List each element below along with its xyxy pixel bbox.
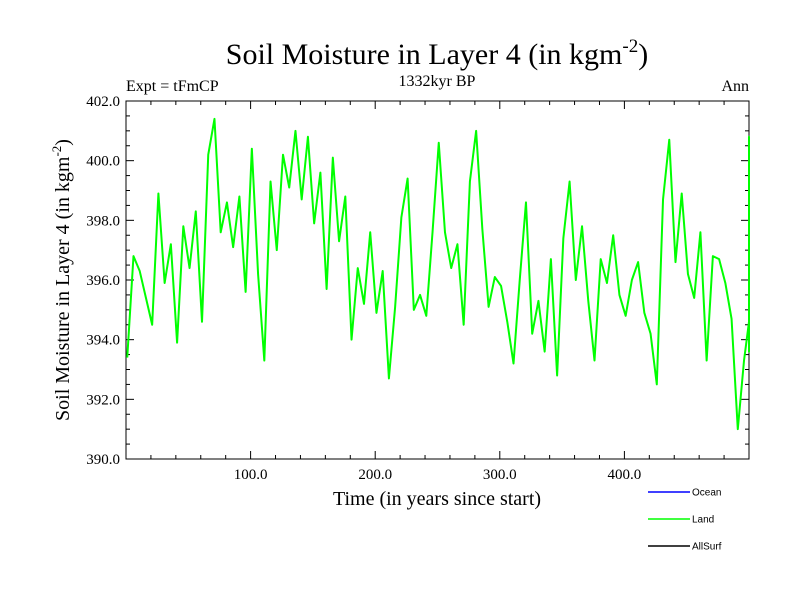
y-axis-label: Soil Moisture in Layer 4 (in kgm-2) (49, 139, 74, 421)
legend-label-ocean: Ocean (692, 488, 721, 499)
y-tick-label: 396.0 (86, 273, 120, 289)
subtitle-period: 1332kyr BP (399, 73, 476, 90)
subtitle-experiment: Expt = tFmCP (126, 78, 219, 95)
x-tick-label: 100.0 (234, 467, 268, 483)
x-tick-label: 400.0 (608, 467, 642, 483)
series-line-land (126, 117, 750, 431)
legend: Ocean Land AllSurf (648, 488, 722, 553)
legend-label-allsurf: AllSurf (692, 542, 722, 553)
y-tick-label: 394.0 (86, 333, 120, 349)
legend-label-land: Land (692, 515, 714, 526)
y-tick-label: 390.0 (86, 452, 120, 468)
y-tick-label: 402.0 (86, 94, 120, 110)
x-tick-label: 200.0 (358, 467, 392, 483)
y-tick-label: 400.0 (86, 154, 120, 170)
y-axis: 390.0 392.0 394.0 396.0 398.0 400.0 402.0 (86, 94, 749, 468)
chart-title: Soil Moisture in Layer 4 (in kgm-2) (226, 36, 648, 71)
x-axis-label: Time (in years since start) (333, 488, 541, 510)
x-axis: 100.0 200.0 300.0 400.0 (150, 101, 725, 483)
y-tick-label: 398.0 (86, 213, 120, 229)
subtitle-season: Ann (721, 78, 749, 95)
x-tick-label: 300.0 (483, 467, 517, 483)
y-tick-label: 392.0 (86, 392, 120, 408)
series-layer (126, 117, 750, 431)
